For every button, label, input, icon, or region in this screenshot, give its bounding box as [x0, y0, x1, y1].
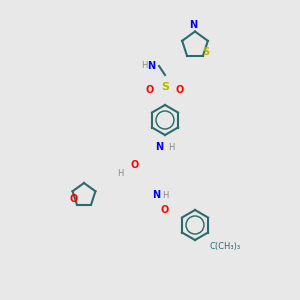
Text: H: H — [117, 169, 123, 178]
Text: O: O — [161, 205, 169, 215]
Text: C(CH₃)₃: C(CH₃)₃ — [209, 242, 241, 250]
Text: H: H — [141, 61, 147, 70]
Text: O: O — [176, 85, 184, 95]
Text: O: O — [131, 160, 139, 170]
Text: N: N — [189, 20, 198, 30]
Text: N: N — [152, 190, 160, 200]
Text: H: H — [168, 142, 174, 152]
Text: H: H — [162, 190, 168, 200]
Text: O: O — [146, 85, 154, 95]
Text: N: N — [155, 142, 163, 152]
Text: N: N — [147, 61, 155, 71]
Text: S: S — [161, 82, 169, 92]
Text: O: O — [69, 194, 77, 204]
Text: S: S — [202, 47, 209, 57]
